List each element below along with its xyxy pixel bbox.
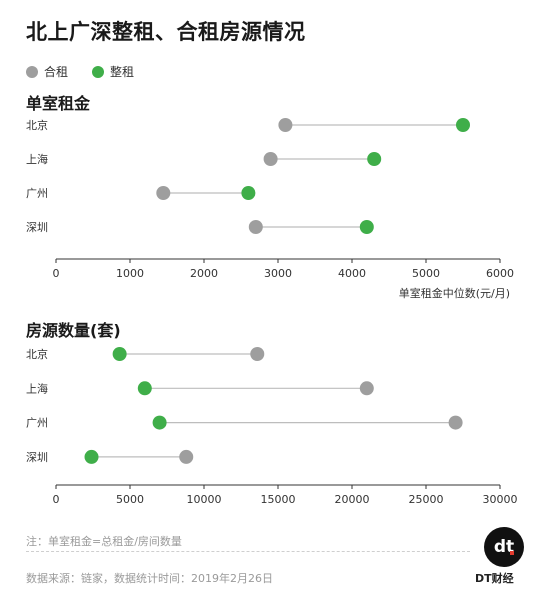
footnote: 注：单室租金=总租金/房间数量 (26, 535, 182, 548)
category-label-1: 上海 (26, 381, 48, 395)
legend-label-whole: 整租 (110, 65, 135, 79)
legend-label-shared: 合租 (44, 65, 69, 79)
point-whole-2 (152, 415, 167, 430)
legend: 合租 整租 (26, 63, 148, 80)
x-tick-label-1: 5000 (116, 493, 144, 506)
point-whole-0 (112, 347, 127, 361)
brand-name: DT财经 (475, 572, 514, 585)
x-tick-label-1: 1000 (116, 267, 144, 280)
x-tick-label-0: 0 (53, 267, 60, 280)
x-tick-label-0: 0 (53, 493, 60, 506)
page-title: 北上广深整租、合租房源情况 (26, 20, 306, 44)
footer-divider (26, 551, 470, 552)
point-shared-0 (250, 347, 265, 361)
x-tick-label-2: 10000 (187, 493, 222, 506)
point-shared-2 (156, 186, 171, 200)
category-label-2: 广州 (26, 187, 48, 200)
category-label-0: 北京 (26, 118, 48, 132)
point-shared-1 (263, 152, 278, 166)
point-shared-3 (248, 220, 263, 234)
point-shared-1 (359, 381, 374, 396)
category-label-3: 深圳 (26, 221, 48, 234)
x-axis-label: 单室租金中位数(元/月) (399, 286, 510, 300)
point-whole-1 (137, 381, 152, 396)
legend-swatch-shared (26, 65, 38, 78)
rent-chart: 0 1000 2000 3000 4000 5000 6000 单室租金中位数(元/月) 北京上… (26, 118, 514, 300)
x-tick-label-5: 25000 (409, 493, 444, 506)
point-whole-0 (456, 118, 470, 132)
category-label-1: 上海 (26, 152, 48, 166)
legend-swatch-whole (92, 65, 105, 78)
x-tick-label-4: 4000 (338, 267, 366, 280)
x-tick-label-6: 30000 (483, 493, 518, 506)
point-whole-2 (241, 186, 256, 200)
point-whole-1 (367, 152, 382, 166)
logo-text: dt (493, 537, 515, 557)
point-whole-3 (359, 220, 374, 234)
data-source: 数据来源：链家，数据统计时间：2019年2月26日 (26, 572, 273, 585)
point-shared-0 (278, 118, 293, 132)
x-tick-label-4: 20000 (335, 493, 370, 506)
category-label-0: 北京 (26, 347, 48, 361)
x-tick-label-6: 6000 (486, 267, 514, 280)
x-tick-label-3: 15000 (261, 493, 296, 506)
legend-item-shared: 合租 (26, 63, 68, 80)
x-tick-label-3: 3000 (264, 267, 292, 280)
point-shared-3 (179, 449, 194, 464)
chart-2-title: 房源数量(套) (26, 321, 121, 340)
point-whole-3 (84, 449, 99, 464)
category-label-2: 广州 (26, 417, 48, 430)
brand-logo: dt (484, 527, 524, 567)
logo-accent (510, 551, 514, 555)
category-label-3: 深圳 (26, 451, 48, 464)
x-tick-label-2: 2000 (190, 267, 218, 280)
x-tick-label-5: 5000 (412, 267, 440, 280)
point-shared-2 (448, 415, 463, 430)
chart-1-title: 单室租金 (26, 94, 91, 113)
legend-item-whole: 整租 (92, 63, 134, 80)
